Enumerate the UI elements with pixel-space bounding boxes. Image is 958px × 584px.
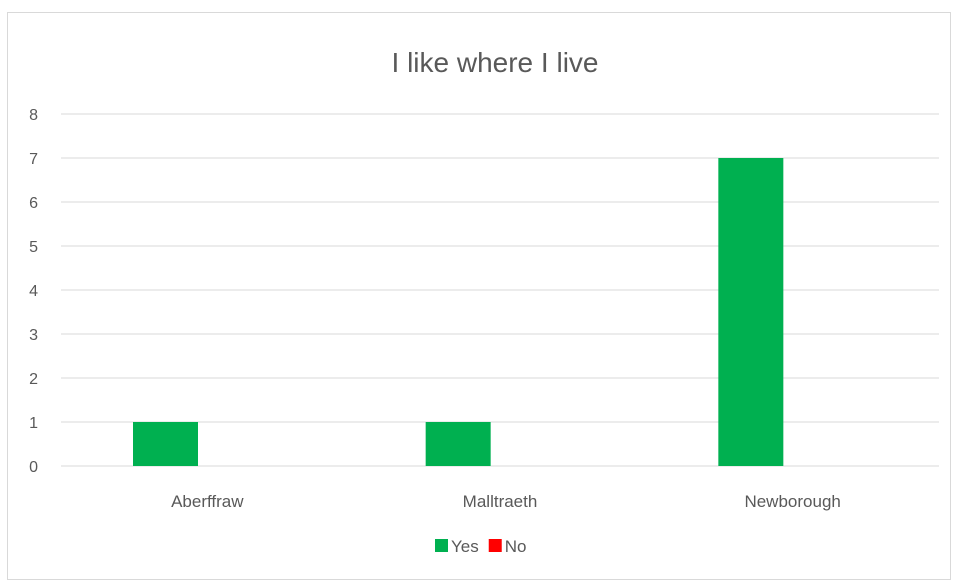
y-tick-label: 5 bbox=[29, 239, 38, 256]
y-axis-tick-labels: 0 1 2 3 4 5 6 7 8 bbox=[29, 107, 38, 476]
legend-swatch-no bbox=[488, 539, 502, 552]
bars bbox=[133, 158, 784, 466]
bar-chart: I like where I live 0 1 2 3 4 5 6 7 8 Aberffraw M… bbox=[29, 47, 939, 556]
x-axis-tick-labels: Aberffraw Malltraeth Newborough bbox=[171, 492, 841, 511]
legend-label-no: No bbox=[505, 537, 527, 556]
chart-frame: I like where I live 0 1 2 3 4 5 6 7 8 Aberffraw M… bbox=[7, 12, 951, 580]
y-tick-label: 2 bbox=[29, 371, 38, 388]
legend-swatch-yes bbox=[435, 539, 448, 552]
gridlines bbox=[61, 113, 939, 467]
chart-title: I like where I live bbox=[392, 47, 599, 78]
bar-yes-malltraeth bbox=[425, 422, 491, 466]
x-tick-label: Aberffraw bbox=[171, 492, 244, 511]
y-tick-label: 7 bbox=[29, 151, 38, 168]
x-tick-label: Malltraeth bbox=[463, 492, 538, 511]
bar-yes-aberffraw bbox=[133, 422, 198, 466]
y-tick-label: 4 bbox=[29, 283, 38, 300]
y-tick-label: 1 bbox=[29, 415, 38, 432]
legend: Yes No bbox=[435, 537, 526, 556]
legend-label-yes: Yes bbox=[451, 537, 479, 556]
y-tick-label: 6 bbox=[29, 195, 38, 212]
y-tick-label: 8 bbox=[29, 107, 38, 124]
y-tick-label: 3 bbox=[29, 327, 38, 344]
bar-yes-newborough bbox=[718, 158, 784, 466]
y-tick-label: 0 bbox=[29, 459, 38, 476]
x-tick-label: Newborough bbox=[744, 492, 840, 511]
